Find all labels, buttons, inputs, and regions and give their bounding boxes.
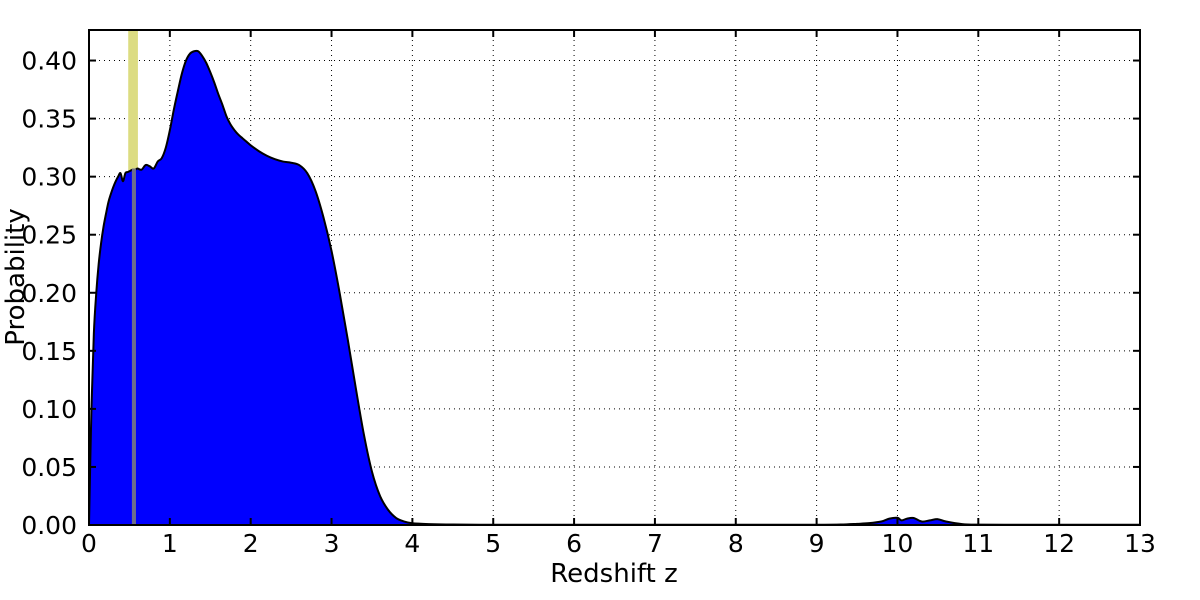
x-tick-label: 5: [485, 529, 501, 558]
y-axis-ticks: [89, 59, 1140, 526]
y-tick-label: 0.35: [21, 105, 77, 134]
y-tick-label: 0.30: [21, 163, 77, 192]
x-tick-label: 6: [566, 529, 582, 558]
x-tick-label: 11: [962, 529, 994, 558]
marker-band-overlay: [131, 168, 136, 525]
y-tick-label: 0.15: [21, 337, 77, 366]
series-outline: [88, 49, 1140, 526]
x-tick-label: 9: [809, 529, 825, 558]
x-tick-label: 13: [1124, 529, 1156, 558]
y-axis-tick-labels: 0.00 0.05 0.10 0.15 0.20 0.25 0.30 0.35 0.40: [21, 47, 77, 540]
y-tick-label: 0.00: [21, 511, 77, 540]
x-tick-label: 0: [81, 529, 97, 558]
probability-density-area: [88, 49, 1140, 526]
x-axis-ticks: [88, 30, 1141, 525]
x-tick-label: 4: [404, 529, 420, 558]
y-tick-label: 0.20: [21, 279, 77, 308]
x-tick-label: 12: [1043, 529, 1075, 558]
y-tick-label: 0.05: [21, 453, 77, 482]
x-tick-label: 2: [243, 529, 259, 558]
x-tick-label: 10: [882, 529, 914, 558]
y-axis-title: Probability: [1, 208, 31, 345]
x-axis-tick-labels: 0 1 2 3 4 5 6 7 8 9 10 11 12 13: [81, 529, 1156, 558]
series-fill: [89, 50, 1140, 525]
axes-frame: [88, 29, 1141, 526]
y-tick-label: 0.25: [21, 221, 77, 250]
x-tick-label: 3: [324, 529, 340, 558]
y-tick-label: 0.40: [21, 47, 77, 76]
x-tick-label: 1: [162, 529, 178, 558]
x-axis-title: Redshift z: [550, 559, 677, 589]
x-tick-label: 7: [647, 529, 663, 558]
redshift-marker-band-lower: [131, 168, 136, 525]
y-tick-label: 0.10: [21, 395, 77, 424]
x-tick-label: 8: [728, 529, 744, 558]
